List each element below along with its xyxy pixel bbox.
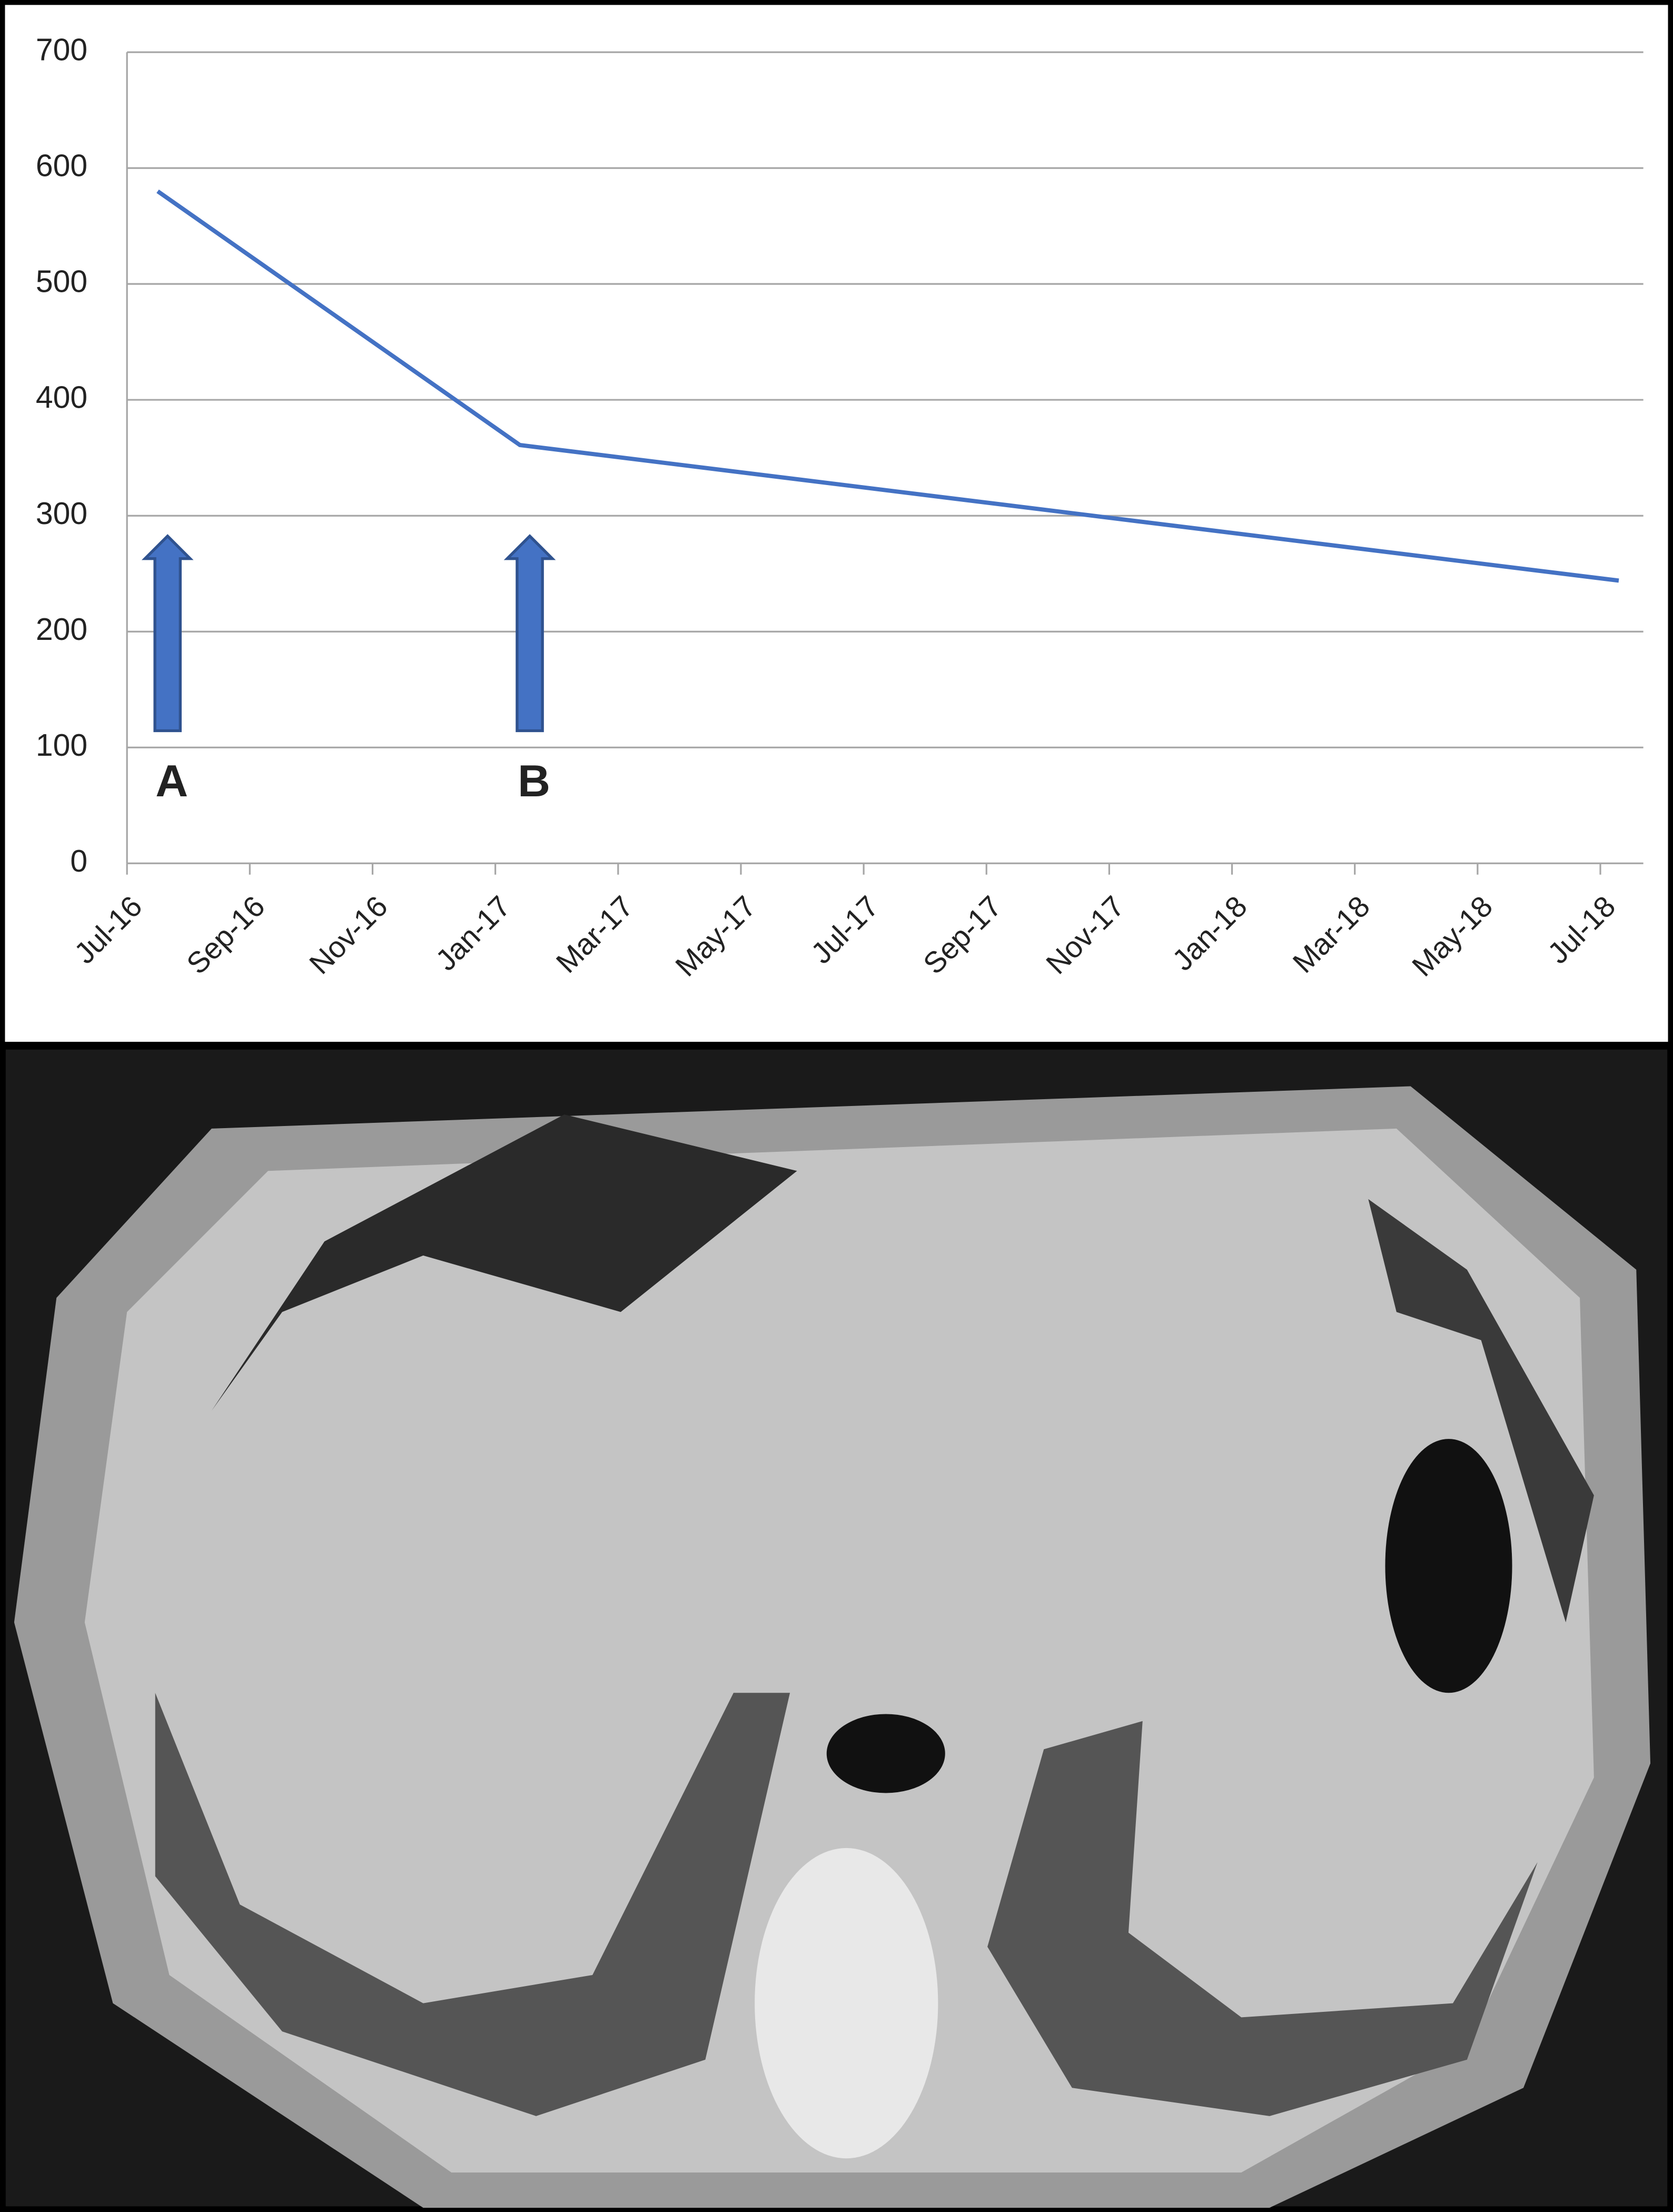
y-tick-label: 600: [36, 149, 87, 183]
y-tick-label: 200: [36, 613, 87, 647]
annotation-label: B: [518, 756, 550, 806]
y-tick-label: 0: [70, 844, 87, 878]
ct-scan-image: [5, 1049, 1668, 2208]
lung-right-posterior: [987, 1721, 1538, 2116]
stomach-air: [1385, 1439, 1512, 1693]
annotation-label: A: [155, 756, 188, 806]
lung-left-anterior: [211, 1114, 797, 1411]
body-tissue: [84, 1128, 1594, 2172]
arrow: [141, 534, 194, 733]
data-line: [156, 189, 1619, 583]
lung-right-anterior: [1368, 1199, 1594, 1623]
y-tick-label: 300: [36, 497, 87, 531]
lung-left-posterior: [155, 1693, 790, 2116]
y-tick-label: 500: [36, 265, 87, 299]
y-tick-label: 400: [36, 381, 87, 415]
y-tick-label: 100: [36, 728, 87, 763]
y-tick-label: 700: [36, 33, 87, 67]
chart-panel: [1, 1, 1672, 1046]
vertebra: [755, 1848, 938, 2159]
esophagus-air: [826, 1714, 945, 1793]
arrow: [503, 534, 556, 733]
